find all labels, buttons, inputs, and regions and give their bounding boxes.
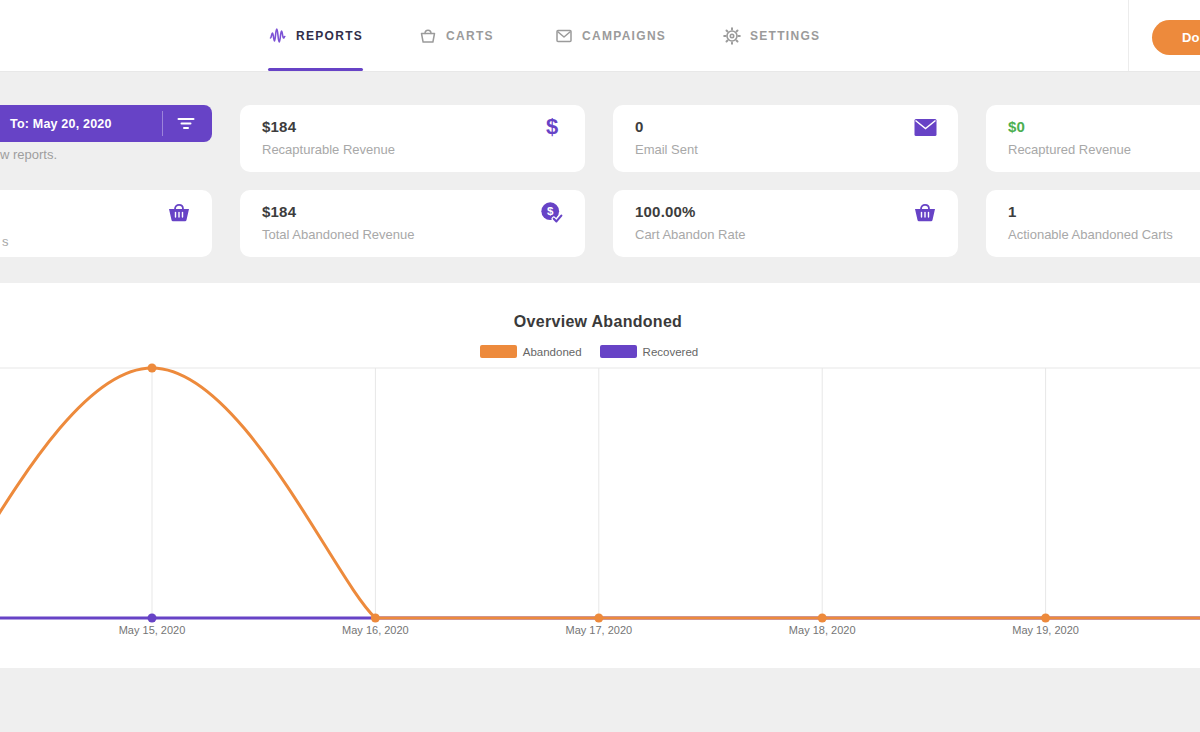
card-recapturable-revenue: $184 Recapturable Revenue $ bbox=[240, 105, 585, 172]
x-axis-label: May 17, 2020 bbox=[549, 624, 649, 636]
basket-icon bbox=[913, 200, 937, 224]
tab-reports[interactable]: REPORTS bbox=[268, 0, 363, 71]
card-total-abandoned-revenue: $184 Total Abandoned Revenue $ bbox=[240, 190, 585, 257]
tab-label: SETTINGS bbox=[750, 29, 820, 43]
envelope-filled-icon bbox=[913, 115, 937, 139]
card-label: Actionable Abandoned Carts bbox=[1008, 227, 1200, 242]
pulse-icon bbox=[268, 26, 287, 45]
card-cart-abandon-rate: 100.00% Cart Abandon Rate bbox=[613, 190, 958, 257]
overview-chart-section: Overview Abandoned Abandoned Recovered M… bbox=[0, 283, 1200, 668]
card-recaptured-revenue: $0 Recaptured Revenue bbox=[986, 105, 1200, 172]
card-value: 1 bbox=[1008, 203, 1200, 220]
gear-icon bbox=[722, 26, 741, 45]
svg-text:$: $ bbox=[547, 205, 554, 217]
filter-bar-divider bbox=[162, 111, 163, 136]
filter-lines-icon[interactable] bbox=[176, 115, 196, 136]
line-chart-plot bbox=[0, 283, 1200, 668]
footer-band bbox=[0, 668, 1200, 732]
active-tab-underline bbox=[268, 68, 363, 71]
tab-settings[interactable]: SETTINGS bbox=[722, 0, 820, 71]
dollar-circle-check-icon: $ bbox=[540, 200, 564, 224]
basket-icon bbox=[167, 200, 191, 224]
card-value: $184 bbox=[262, 203, 563, 220]
x-axis-label: May 19, 2020 bbox=[996, 624, 1096, 636]
top-header: REPORTS CARTS CAMPAIGNS bbox=[0, 0, 1200, 72]
card-label: Recaptured Revenue bbox=[1008, 142, 1200, 157]
card-value: 100.00% bbox=[635, 203, 936, 220]
cart-icon bbox=[418, 26, 437, 45]
card-value: 0 bbox=[635, 118, 936, 135]
x-axis-label: May 16, 2020 bbox=[325, 624, 425, 636]
card-actionable-abandoned-carts: 1 Actionable Abandoned Carts bbox=[986, 190, 1200, 257]
envelope-icon bbox=[554, 26, 573, 45]
card-label: Cart Abandon Rate bbox=[635, 227, 936, 242]
dollar-icon: $ bbox=[540, 115, 564, 139]
card-cut-left: s bbox=[0, 190, 212, 257]
download-button[interactable]: Do bbox=[1152, 20, 1200, 55]
card-label: Recapturable Revenue bbox=[262, 142, 563, 157]
card-email-sent: 0 Email Sent bbox=[613, 105, 958, 172]
tab-carts[interactable]: CARTS bbox=[418, 0, 494, 71]
tab-campaigns[interactable]: CAMPAIGNS bbox=[554, 0, 666, 71]
card-label: Email Sent bbox=[635, 142, 936, 157]
header-divider bbox=[1128, 0, 1129, 71]
tab-label: CARTS bbox=[446, 29, 494, 43]
date-to-value: To: May 20, 2020 bbox=[10, 117, 112, 131]
x-axis-label: May 15, 2020 bbox=[102, 624, 202, 636]
card-value: $184 bbox=[262, 118, 563, 135]
tab-label: REPORTS bbox=[296, 29, 363, 43]
card-label-fragment: s bbox=[2, 234, 9, 249]
x-axis-label: May 18, 2020 bbox=[772, 624, 872, 636]
card-value: $0 bbox=[1008, 118, 1200, 135]
date-filter-bar[interactable]: To: May 20, 2020 bbox=[0, 105, 212, 142]
tab-label: CAMPAIGNS bbox=[582, 29, 666, 43]
reports-hint-text: w reports. bbox=[0, 147, 57, 162]
card-label: Total Abandoned Revenue bbox=[262, 227, 563, 242]
